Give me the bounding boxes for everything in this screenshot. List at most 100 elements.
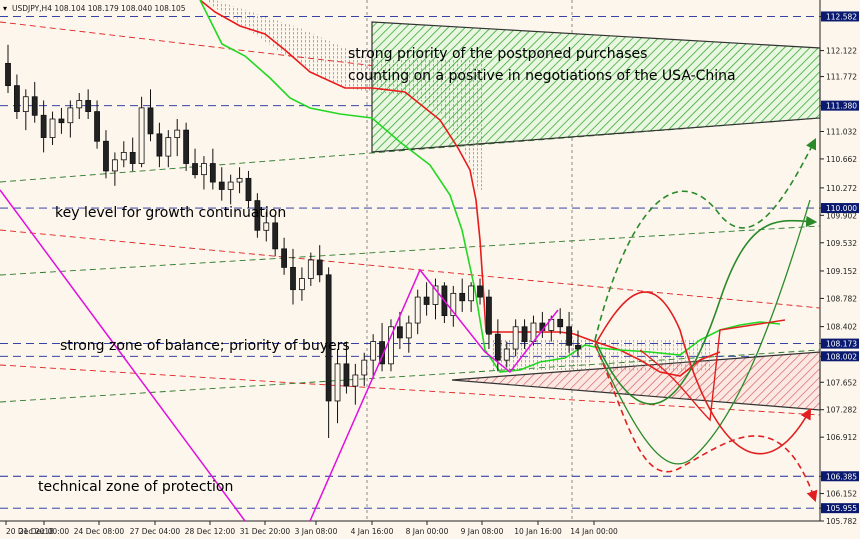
candle-body: [352, 374, 359, 387]
candle-body: [405, 322, 412, 339]
candle-body: [361, 359, 368, 376]
price-tick-label: 105.782: [826, 517, 857, 526]
time-tick-label: 28 Dec 12:00: [185, 527, 236, 536]
zigzag-line: [0, 189, 246, 522]
candle-body: [432, 285, 439, 305]
candle-body: [575, 344, 581, 350]
price-tick-label: 112.122: [826, 47, 857, 56]
cloud-fill-red: [206, 0, 482, 190]
price-tick-label: 106.912: [826, 433, 857, 442]
annotation-protection-zone: technical zone of protection: [38, 479, 233, 495]
candle-body: [468, 285, 475, 302]
time-tick-label: 20 Dec 2018: [6, 527, 54, 536]
candle-body: [236, 177, 243, 183]
annotation-postponed-purchases: strong priority of the postponed purchas…: [348, 46, 647, 62]
candle-body: [76, 100, 83, 109]
time-tick-label: 14 Jan 00:00: [570, 527, 618, 536]
price-tick-label: 106.385: [826, 472, 857, 481]
time-tick-label: 24 Dec 08:00: [74, 527, 125, 536]
candle-body: [201, 163, 207, 176]
price-tick-label: 110.272: [826, 184, 857, 193]
candle-body: [521, 326, 528, 342]
candle-body: [103, 140, 109, 172]
candle-body: [40, 114, 47, 138]
price-level-badge: [821, 471, 859, 482]
candle-body: [423, 296, 430, 305]
price-tick-label: 107.282: [826, 406, 857, 415]
candle-body: [192, 163, 198, 176]
candle-body: [334, 363, 341, 402]
candle-body: [138, 107, 145, 164]
price-level-badge: [821, 503, 859, 514]
price-tick-label: 108.782: [826, 294, 857, 303]
candle-body: [147, 107, 154, 135]
price-tick-label: 108.173: [826, 340, 857, 349]
candle-body: [316, 259, 323, 276]
annotation-key-level: key level for growth continuation: [55, 205, 286, 221]
candle-body: [307, 259, 314, 279]
time-tick-label: 3 Jan 08:00: [295, 527, 338, 536]
candle-body: [254, 200, 261, 231]
candle-body: [209, 163, 216, 183]
candle-body: [557, 318, 564, 328]
candle-body: [156, 133, 163, 157]
price-tick-label: 106.152: [826, 490, 857, 499]
candle-body: [414, 296, 421, 324]
candle-body: [459, 292, 466, 302]
growth-target-zone: [371, 21, 821, 153]
key-level-lines: [0, 16, 820, 509]
price-tick-label: 108.402: [826, 323, 857, 332]
candle-body: [477, 285, 483, 298]
candle-body: [49, 118, 56, 138]
symbol-header: USDJPY,H4 108.104 108.179 108.040 108.10…: [12, 4, 186, 13]
annotation-balance-zone: strong zone of balance; priority of buye…: [60, 338, 350, 354]
price-tick-label: 110.000: [826, 204, 857, 213]
price-tick-label: 108.002: [826, 352, 857, 361]
candle-body: [343, 363, 350, 387]
candle-body: [31, 96, 38, 116]
price-tick-label: 110.662: [826, 155, 857, 164]
candle-body: [22, 96, 29, 112]
price-tick-label: 111.380: [826, 102, 857, 111]
time-tick-label: 8 Jan 00:00: [406, 527, 449, 536]
candle-body: [183, 129, 190, 164]
forecast-scenarios: [594, 137, 818, 503]
price-level-badge: [821, 100, 859, 111]
candle-body: [58, 118, 65, 124]
symbol-triangle-icon: ▾: [3, 4, 7, 13]
candle-body: [227, 181, 234, 190]
candle-body: [494, 333, 501, 361]
candle-body: [14, 85, 20, 112]
candle-body: [218, 181, 225, 190]
candle-body: [85, 100, 92, 112]
candle-body: [503, 348, 510, 361]
cloud-fill-green-2: [600, 340, 710, 372]
candle-body: [512, 326, 519, 350]
candle-body: [129, 151, 136, 164]
time-tick-label: 27 Dec 04:00: [130, 527, 181, 536]
zigzag-line-2: [309, 268, 559, 522]
price-tick-label: 105.955: [826, 504, 857, 513]
price-tick-label: 109.532: [826, 239, 857, 248]
candle-body: [94, 111, 100, 142]
candle-body: [290, 266, 296, 291]
candle-body: [120, 151, 127, 161]
candle-body: [566, 326, 572, 346]
price-tick-label: 112.582: [826, 12, 857, 21]
candle-body: [245, 177, 252, 202]
time-tick-label: 10 Jan 16:00: [514, 527, 562, 536]
candle-body: [5, 62, 11, 87]
candle-body: [450, 292, 457, 317]
price-tick-label: 111.032: [826, 127, 857, 136]
candle-body: [486, 296, 492, 335]
candle-body: [272, 222, 279, 250]
price-tick-label: 111.772: [826, 73, 857, 82]
candle-body: [388, 326, 394, 365]
time-tick-label: 4 Jan 16:00: [351, 527, 394, 536]
candle-body: [299, 278, 305, 291]
candle-body: [174, 129, 181, 138]
candle-body: [370, 341, 377, 361]
candle-body: [111, 159, 118, 172]
